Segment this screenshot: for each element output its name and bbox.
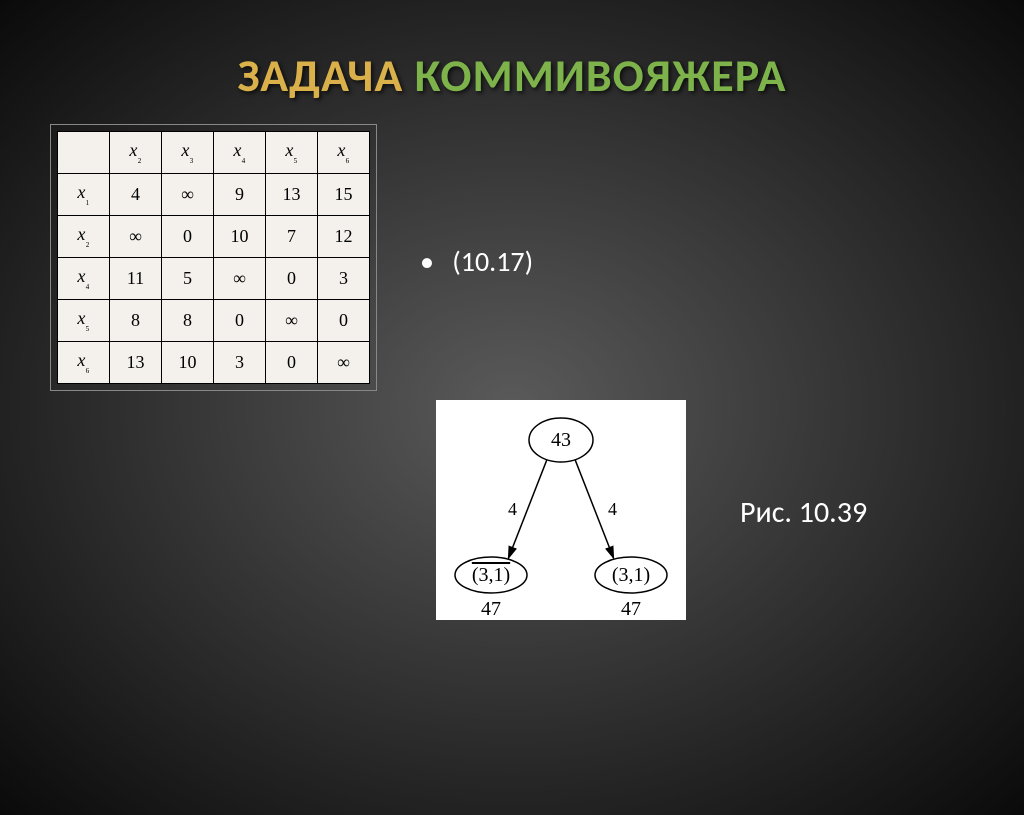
tree-node-sublabel: 47 <box>481 598 501 620</box>
matrix-cell: 4 <box>110 174 162 216</box>
tree-node-label: 43 <box>551 429 571 451</box>
matrix-table: x₂x₃x₄x₅x₆x₁4∞91315x₂∞010712x₄115∞03x₅88… <box>57 131 370 384</box>
matrix-cell: 11 <box>110 258 162 300</box>
matrix-cell: 13 <box>110 342 162 384</box>
matrix-cell: 3 <box>318 258 370 300</box>
matrix-cell: 9 <box>214 174 266 216</box>
matrix-cell: 8 <box>110 300 162 342</box>
matrix-col-header: x₅ <box>266 132 318 174</box>
matrix-cell: ∞ <box>110 216 162 258</box>
content-area: x₂x₃x₄x₅x₆x₁4∞91315x₂∞010712x₄115∞03x₅88… <box>0 104 1024 724</box>
matrix-cell: 3 <box>214 342 266 384</box>
matrix-cell: 0 <box>214 300 266 342</box>
matrix-cell: 10 <box>214 216 266 258</box>
slide-title: ЗАДАЧА КОММИВОЯЖЕРА <box>0 48 1024 104</box>
matrix-col-header: x₂ <box>110 132 162 174</box>
tree-node-label: (3,1) <box>472 564 510 586</box>
matrix-cell: 0 <box>162 216 214 258</box>
matrix-row-header: x₁ <box>58 174 110 216</box>
figure-caption: Рис. 10.39 <box>740 494 867 531</box>
reference-label: (10.17) <box>452 244 533 279</box>
matrix-col-header: x₃ <box>162 132 214 174</box>
matrix-cell: ∞ <box>162 174 214 216</box>
title-word-2: КОММИВОЯЖЕРА <box>415 48 787 104</box>
tree-edge-label: 4 <box>608 499 617 519</box>
matrix-row-header: x₅ <box>58 300 110 342</box>
matrix-cell: 0 <box>266 258 318 300</box>
matrix-col-header: x₆ <box>318 132 370 174</box>
matrix-cell: ∞ <box>266 300 318 342</box>
tree-node-label: (3,1) <box>612 564 650 586</box>
matrix-cell: 5 <box>162 258 214 300</box>
matrix-row-header: x₂ <box>58 216 110 258</box>
title-word-1: ЗАДАЧА <box>237 48 403 104</box>
matrix-cell: 0 <box>318 300 370 342</box>
matrix-cell: 10 <box>162 342 214 384</box>
matrix-table-container: x₂x₃x₄x₅x₆x₁4∞91315x₂∞010712x₄115∞03x₅88… <box>50 124 377 391</box>
tree-diagram: 4 4 43 (3,1) 47 (3,1) 47 <box>436 400 686 620</box>
matrix-col-header: x₄ <box>214 132 266 174</box>
tree-diagram-container: 4 4 43 (3,1) 47 (3,1) 47 <box>430 394 692 626</box>
tree-edge-label: 4 <box>508 499 517 519</box>
matrix-cell: 8 <box>162 300 214 342</box>
matrix-cell: 0 <box>266 342 318 384</box>
bullet-icon: • <box>420 244 434 279</box>
matrix-corner-cell <box>58 132 110 174</box>
matrix-cell: 13 <box>266 174 318 216</box>
matrix-cell: ∞ <box>214 258 266 300</box>
matrix-cell: 7 <box>266 216 318 258</box>
matrix-row-header: x₄ <box>58 258 110 300</box>
matrix-row-header: x₆ <box>58 342 110 384</box>
matrix-cell: ∞ <box>318 342 370 384</box>
matrix-cell: 12 <box>318 216 370 258</box>
equation-reference: • (10.17) <box>420 244 533 279</box>
tree-node-sublabel: 47 <box>621 598 641 620</box>
matrix-cell: 15 <box>318 174 370 216</box>
